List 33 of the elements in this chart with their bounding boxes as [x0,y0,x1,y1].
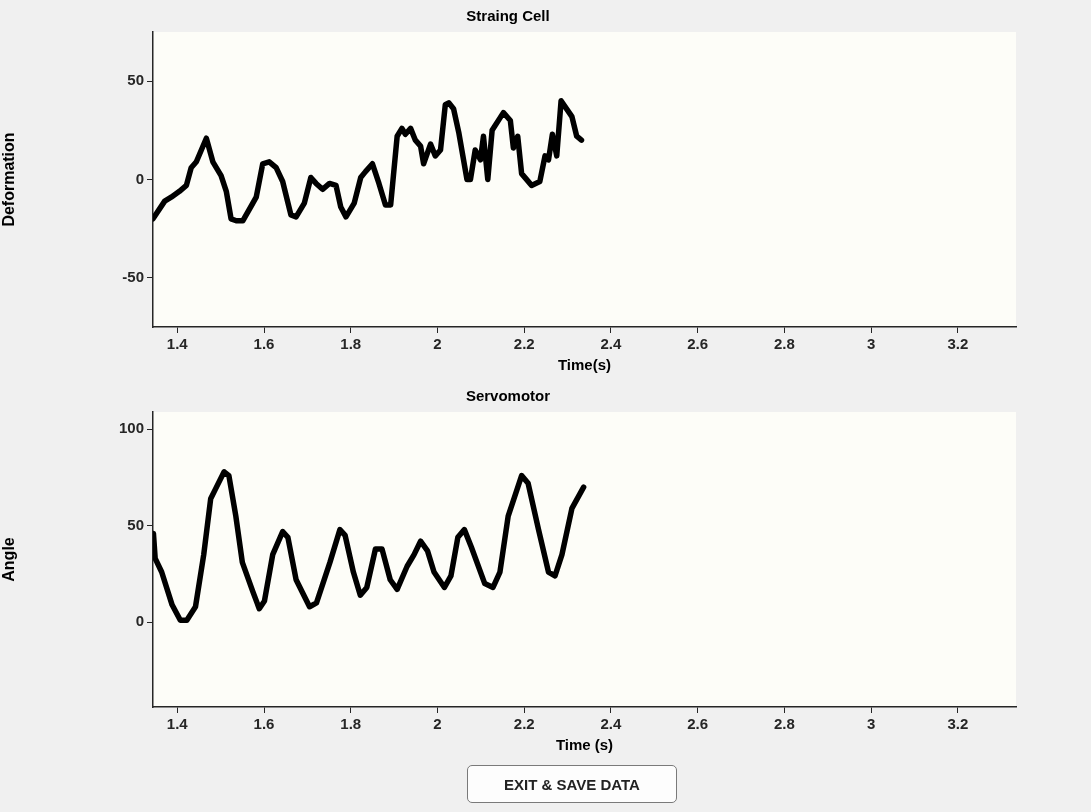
x-tick-label: 2.4 [600,335,623,353]
y-axis-title: Angle [0,537,18,582]
x-tick-label: 1.8 [340,715,362,733]
y-tick-label: 50 [127,71,144,89]
x-tick-label: 2.2 [513,715,535,733]
y-tick-label: 100 [118,419,144,437]
x-tick-label: 3 [866,335,876,353]
y-tick-label: 0 [135,169,144,187]
chart-title: Servomotor [465,387,551,405]
x-tick-label: 2.6 [687,335,709,353]
x-tick-label: 1.6 [253,335,275,353]
x-tick-label: 3.2 [947,335,969,353]
y-tick-label: 0 [135,612,144,630]
x-tick-label: 3 [866,715,876,733]
x-tick-label: 2.8 [773,335,795,353]
y-tick-label: -50 [122,267,144,285]
x-tick-label: 2.6 [687,715,709,733]
x-axis-title: Time(s) [557,356,612,374]
x-tick-label: 1.4 [166,335,189,353]
x-axis-title: Time (s) [555,736,614,754]
x-tick-label: 2.4 [600,715,623,733]
x-tick-label: 1.4 [166,715,189,733]
x-tick-label: 2.8 [773,715,795,733]
exit-save-button: EXIT & SAVE DATA [467,765,677,803]
x-tick-label: 2 [433,335,442,353]
y-tick-label: 50 [127,515,144,533]
x-tick-label: 2 [433,715,442,733]
x-tick-label: 2.2 [513,335,535,353]
x-tick-label: 1.6 [253,715,275,733]
chart-title: Straing Cell [466,7,550,25]
x-tick-label: 1.8 [340,335,362,353]
y-axis-title: Deformation [0,132,18,227]
x-tick-label: 3.2 [947,715,969,733]
